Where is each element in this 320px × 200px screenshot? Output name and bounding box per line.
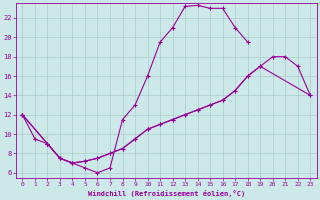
X-axis label: Windchill (Refroidissement éolien,°C): Windchill (Refroidissement éolien,°C) [88, 190, 245, 197]
